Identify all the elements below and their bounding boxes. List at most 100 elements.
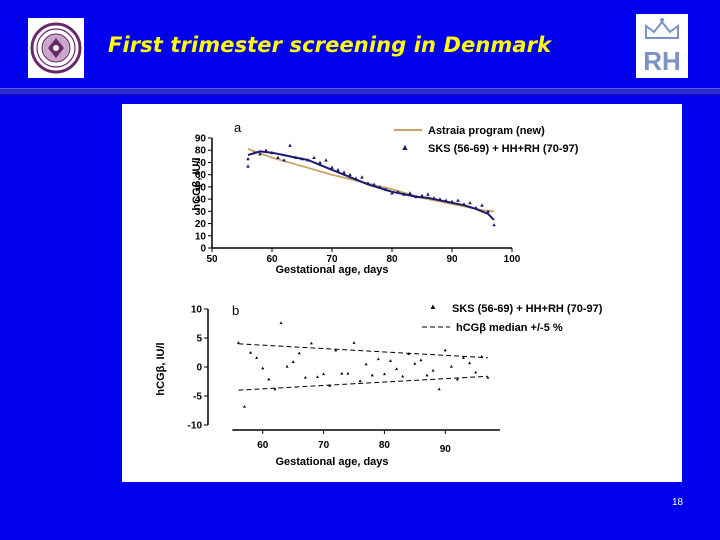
chart-a-y-tick-label: 20 (195, 219, 207, 230)
chart-b-point (480, 355, 484, 358)
chart-a-y-tick-label: 50 (195, 182, 207, 193)
chart-b-point (401, 374, 405, 378)
chart-b-point (303, 375, 307, 379)
chart-b-y-label: hCGβ, IU/l (155, 342, 167, 395)
chart-b-point (474, 370, 478, 374)
chart-a-point (264, 148, 268, 152)
chart-b-point (316, 375, 319, 379)
chart-panel: a 50 60 70 80 90 100 0 10 20 30 40 50 60 70 80 90 Gesta… (122, 104, 682, 482)
chart-a-point (426, 192, 430, 196)
slide-number: 18 (672, 497, 684, 508)
chart-b-point (273, 387, 277, 391)
chart-a-fit-line (247, 150, 495, 221)
header-divider (0, 88, 720, 95)
chart-a-x-tick-label: 50 (206, 254, 218, 265)
chart-a-y-tick-label: 10 (195, 231, 207, 242)
chart-b-x-label: Gestational age, days (275, 456, 388, 468)
chart-b-point (297, 351, 301, 355)
chart-b-point (389, 359, 392, 362)
chart-b-y-tick-label: 10 (191, 305, 203, 316)
seal-icon (28, 18, 84, 78)
chart-b-point (322, 372, 326, 376)
chart-a-point (318, 160, 322, 164)
chart-a-point (270, 150, 274, 155)
chart-a-point (294, 155, 298, 160)
chart-b-point (449, 364, 453, 368)
chart-b-panel-label: b (232, 303, 239, 318)
chart-b-point (267, 377, 271, 381)
chart-b-point (462, 356, 465, 359)
chart-a-x-tick-label: 100 (504, 254, 521, 265)
chart-a-x-tick-label: 90 (446, 254, 458, 265)
chart-a-point (246, 164, 250, 168)
chart-a-point (258, 152, 262, 156)
chart-a-astraia-line (247, 148, 495, 213)
chart-b-point (468, 361, 472, 365)
chart-a-x-tick-label: 60 (266, 254, 278, 265)
chart-a-y-label: hCGβ, IU/l (191, 157, 203, 210)
chart-a-y-tick-label: 60 (195, 170, 207, 181)
chart-a-point (342, 170, 346, 174)
chart-a-legend-sks: SKS (56-69) + HH+RH (70-97) (428, 143, 579, 155)
chart-a-point (330, 165, 334, 169)
crown-icon: RH (636, 14, 688, 78)
chart-b-point (346, 371, 350, 375)
chart-a-point (276, 155, 280, 160)
chart-b-point (243, 404, 246, 408)
chart-a-panel-label: a (234, 120, 242, 135)
chart-a-point (468, 200, 472, 205)
chart-a-point (450, 199, 454, 204)
chart-b-point (455, 377, 459, 381)
chart-a-point (372, 182, 376, 186)
chart-b-x-tick-label: 80 (379, 440, 391, 451)
chart-b-x-tick-label: 60 (257, 440, 269, 451)
chart-b-x-tick-label: 90 (440, 444, 452, 455)
chart-a-point (336, 167, 340, 172)
chart-b-median-lower-line (238, 375, 488, 391)
chart-a-x-label: Gestational age, days (275, 264, 388, 276)
rh-logo-text: RH (643, 46, 681, 76)
chart-a-point (378, 185, 382, 189)
chart-b-point (340, 371, 344, 375)
chart-b-point (486, 375, 490, 379)
chart-a-point (432, 196, 436, 200)
chart-a-point (438, 197, 442, 201)
chart-a-y-tick-label: 90 (195, 134, 207, 145)
chart-a-point (462, 202, 466, 206)
chart-a-point (354, 176, 358, 180)
chart-a-point (486, 209, 490, 213)
chart-a-point (360, 175, 364, 179)
chart-a-point (456, 198, 460, 202)
chart-a-point (252, 150, 256, 155)
chart-b-point (249, 351, 253, 354)
chart-a-point (474, 205, 478, 210)
chart-b-point (285, 364, 289, 368)
chart-a-y-tick-label: 70 (195, 158, 207, 169)
chart-b-point (395, 367, 399, 370)
chart-a-point (414, 194, 418, 199)
chart-a-point (246, 156, 250, 161)
rh-logo: RH (636, 14, 688, 78)
chart-b-point (413, 362, 417, 365)
chart-a-point (492, 222, 496, 227)
chart-b-x-tick-label: 70 (318, 440, 330, 451)
chart-a-point (366, 181, 370, 185)
chart-a-point (390, 191, 394, 195)
chart-b-legend-swatch-sks: ▲ (429, 302, 437, 311)
chart-a-x-tick-label: 80 (386, 254, 398, 265)
chart-a-y-tick-label: 40 (195, 195, 207, 206)
chart-b-point (334, 348, 338, 352)
chart-b-point (328, 384, 332, 387)
chart-a-point (288, 143, 292, 147)
chart-b-point (352, 341, 356, 344)
chart-a-y-tick-label: 0 (200, 244, 206, 255)
chart-b-point (370, 373, 374, 377)
chart-b-point (407, 352, 411, 355)
chart-b-point (382, 372, 386, 376)
university-seal-logo (28, 18, 84, 78)
chart-a-point (396, 189, 400, 194)
chart-b-point (431, 368, 435, 372)
chart-b-point (364, 362, 368, 366)
chart-a-point (312, 155, 316, 160)
